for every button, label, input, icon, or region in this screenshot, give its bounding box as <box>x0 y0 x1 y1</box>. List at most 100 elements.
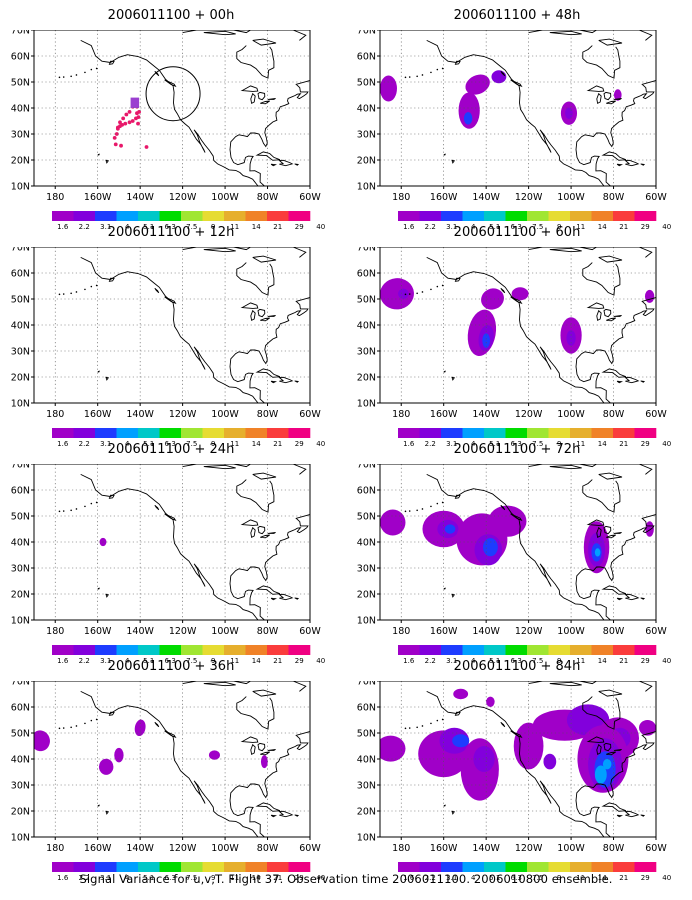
colorbar-swatch <box>224 862 246 872</box>
colorbar-label: 1.6 <box>403 874 415 882</box>
map-content <box>34 464 310 620</box>
panel-60h: 2006011100 + 60h 70N 60N 50N 40N 30N 20N 10N 18… <box>352 225 682 450</box>
colorbar-swatch <box>398 862 420 872</box>
observation-point <box>115 126 120 131</box>
coastline-pacific <box>80 256 259 403</box>
lat-label: 40N <box>357 321 376 332</box>
colorbar-label: 40 <box>316 440 325 448</box>
grid <box>34 247 310 403</box>
observation-point <box>127 110 132 114</box>
colorbar-swatch <box>202 645 225 655</box>
observation-point <box>130 119 135 123</box>
figure-caption: Signal Variance for u,v,T. Flight 37. Ob… <box>79 872 613 886</box>
map-content <box>380 247 656 403</box>
lat-label: 10N <box>357 616 376 627</box>
arctic-island <box>549 30 582 36</box>
variance-field <box>380 688 656 801</box>
great-lake <box>257 91 266 101</box>
colorbar-label: 5.1 <box>143 440 154 448</box>
lat-label: 20N <box>11 156 30 167</box>
island <box>451 810 456 815</box>
colorbar-label: 6.3 <box>511 874 522 882</box>
variance-contour <box>481 288 504 310</box>
island <box>105 593 110 598</box>
arctic-island <box>638 681 653 692</box>
island <box>510 513 523 522</box>
great-lake <box>613 531 622 534</box>
variance-contour <box>473 746 495 772</box>
coastlines <box>404 247 656 403</box>
lon-label: 80W <box>603 626 625 637</box>
aleutian-island <box>441 284 444 287</box>
panel-00h: 2006011100 + 00h 70N 60N 50N 40N 30N 20N 10N 18… <box>6 8 336 233</box>
colorbar-swatch <box>505 645 528 655</box>
colorbar-swatch <box>527 211 549 221</box>
lon-label: 180 <box>46 409 64 420</box>
great-lake <box>596 743 602 755</box>
variance-contour <box>566 330 576 346</box>
colorbar-swatch <box>613 645 635 655</box>
colorbar-label: 40 <box>316 657 325 665</box>
lat-label: 60N <box>357 703 376 714</box>
island <box>500 70 506 77</box>
arctic-island <box>233 464 251 468</box>
aleutian-island <box>416 292 418 295</box>
great-lake <box>260 100 270 105</box>
colorbar-swatch <box>159 211 182 221</box>
island <box>270 814 278 818</box>
colorbar-label: 4 <box>471 223 476 231</box>
colorbar-swatch <box>398 428 420 438</box>
panel-title: 2006011100 + 24h <box>107 442 235 457</box>
variance-contour <box>594 765 607 784</box>
colorbar-swatch <box>73 645 96 655</box>
aleutian-island <box>416 75 418 78</box>
lat-label: 20N <box>11 807 30 818</box>
colorbar-swatch <box>95 862 117 872</box>
coastline-hudson-bay <box>236 479 275 513</box>
colorbar-label: 11 <box>230 657 239 665</box>
lon-label: 100W <box>557 626 585 637</box>
colorbar-label: 2.2 <box>79 874 90 882</box>
variance-contour <box>208 750 220 760</box>
lat-label: 40N <box>11 538 30 549</box>
observation-point <box>119 143 123 148</box>
lon-label: 140W <box>126 626 154 637</box>
colorbar-label: 29 <box>295 223 304 231</box>
panel-title: 2006011100 + 84h <box>453 659 581 674</box>
variance-contour <box>511 287 529 301</box>
colorbar-label: 7.5 <box>186 657 197 665</box>
panel-24h: 2006011100 + 24h 70N 60N 50N 40N 30N 20N 10N 18… <box>6 442 336 667</box>
island <box>154 70 160 77</box>
colorbar-label: 7.5 <box>186 874 197 882</box>
colorbar-label: 2.2 <box>425 223 436 231</box>
lon-label: 120W <box>515 626 543 637</box>
lat-label: 30N <box>357 130 376 141</box>
aleutian-island <box>421 74 424 76</box>
grid <box>34 30 310 186</box>
map-00h: 70N 60N 50N 40N 30N 20N 10N 180 160W 140W 120W 100W… <box>11 30 325 231</box>
arctic-island <box>579 464 597 468</box>
arctic-island <box>252 472 277 480</box>
colorbar-label: 29 <box>641 223 650 231</box>
coastline-pacific <box>426 473 605 620</box>
island <box>108 711 115 716</box>
island <box>640 380 646 383</box>
colorbar-swatch <box>591 211 614 221</box>
colorbar-swatch <box>245 645 268 655</box>
colorbar-label: 14 <box>252 874 261 882</box>
variance-contour <box>398 288 409 299</box>
colorbar-label: 11 <box>230 223 239 231</box>
lat-label: 50N <box>357 512 376 523</box>
great-lake <box>606 751 616 756</box>
island <box>500 721 506 728</box>
aleutian-island <box>75 74 78 76</box>
arctic-island <box>528 247 546 251</box>
coastlines <box>58 30 310 186</box>
lon-label: 160W <box>84 192 112 203</box>
coastline-hudson-bay <box>582 479 621 513</box>
observation-point <box>118 120 122 125</box>
colorbar-label: 5.1 <box>489 657 500 665</box>
lon-label: 180 <box>392 843 410 854</box>
colorbar: 1.6 2.2 3.1 4 5.1 6.3 7.5 9 11 14 21 29 40 <box>398 862 671 882</box>
lon-label: 180 <box>46 626 64 637</box>
